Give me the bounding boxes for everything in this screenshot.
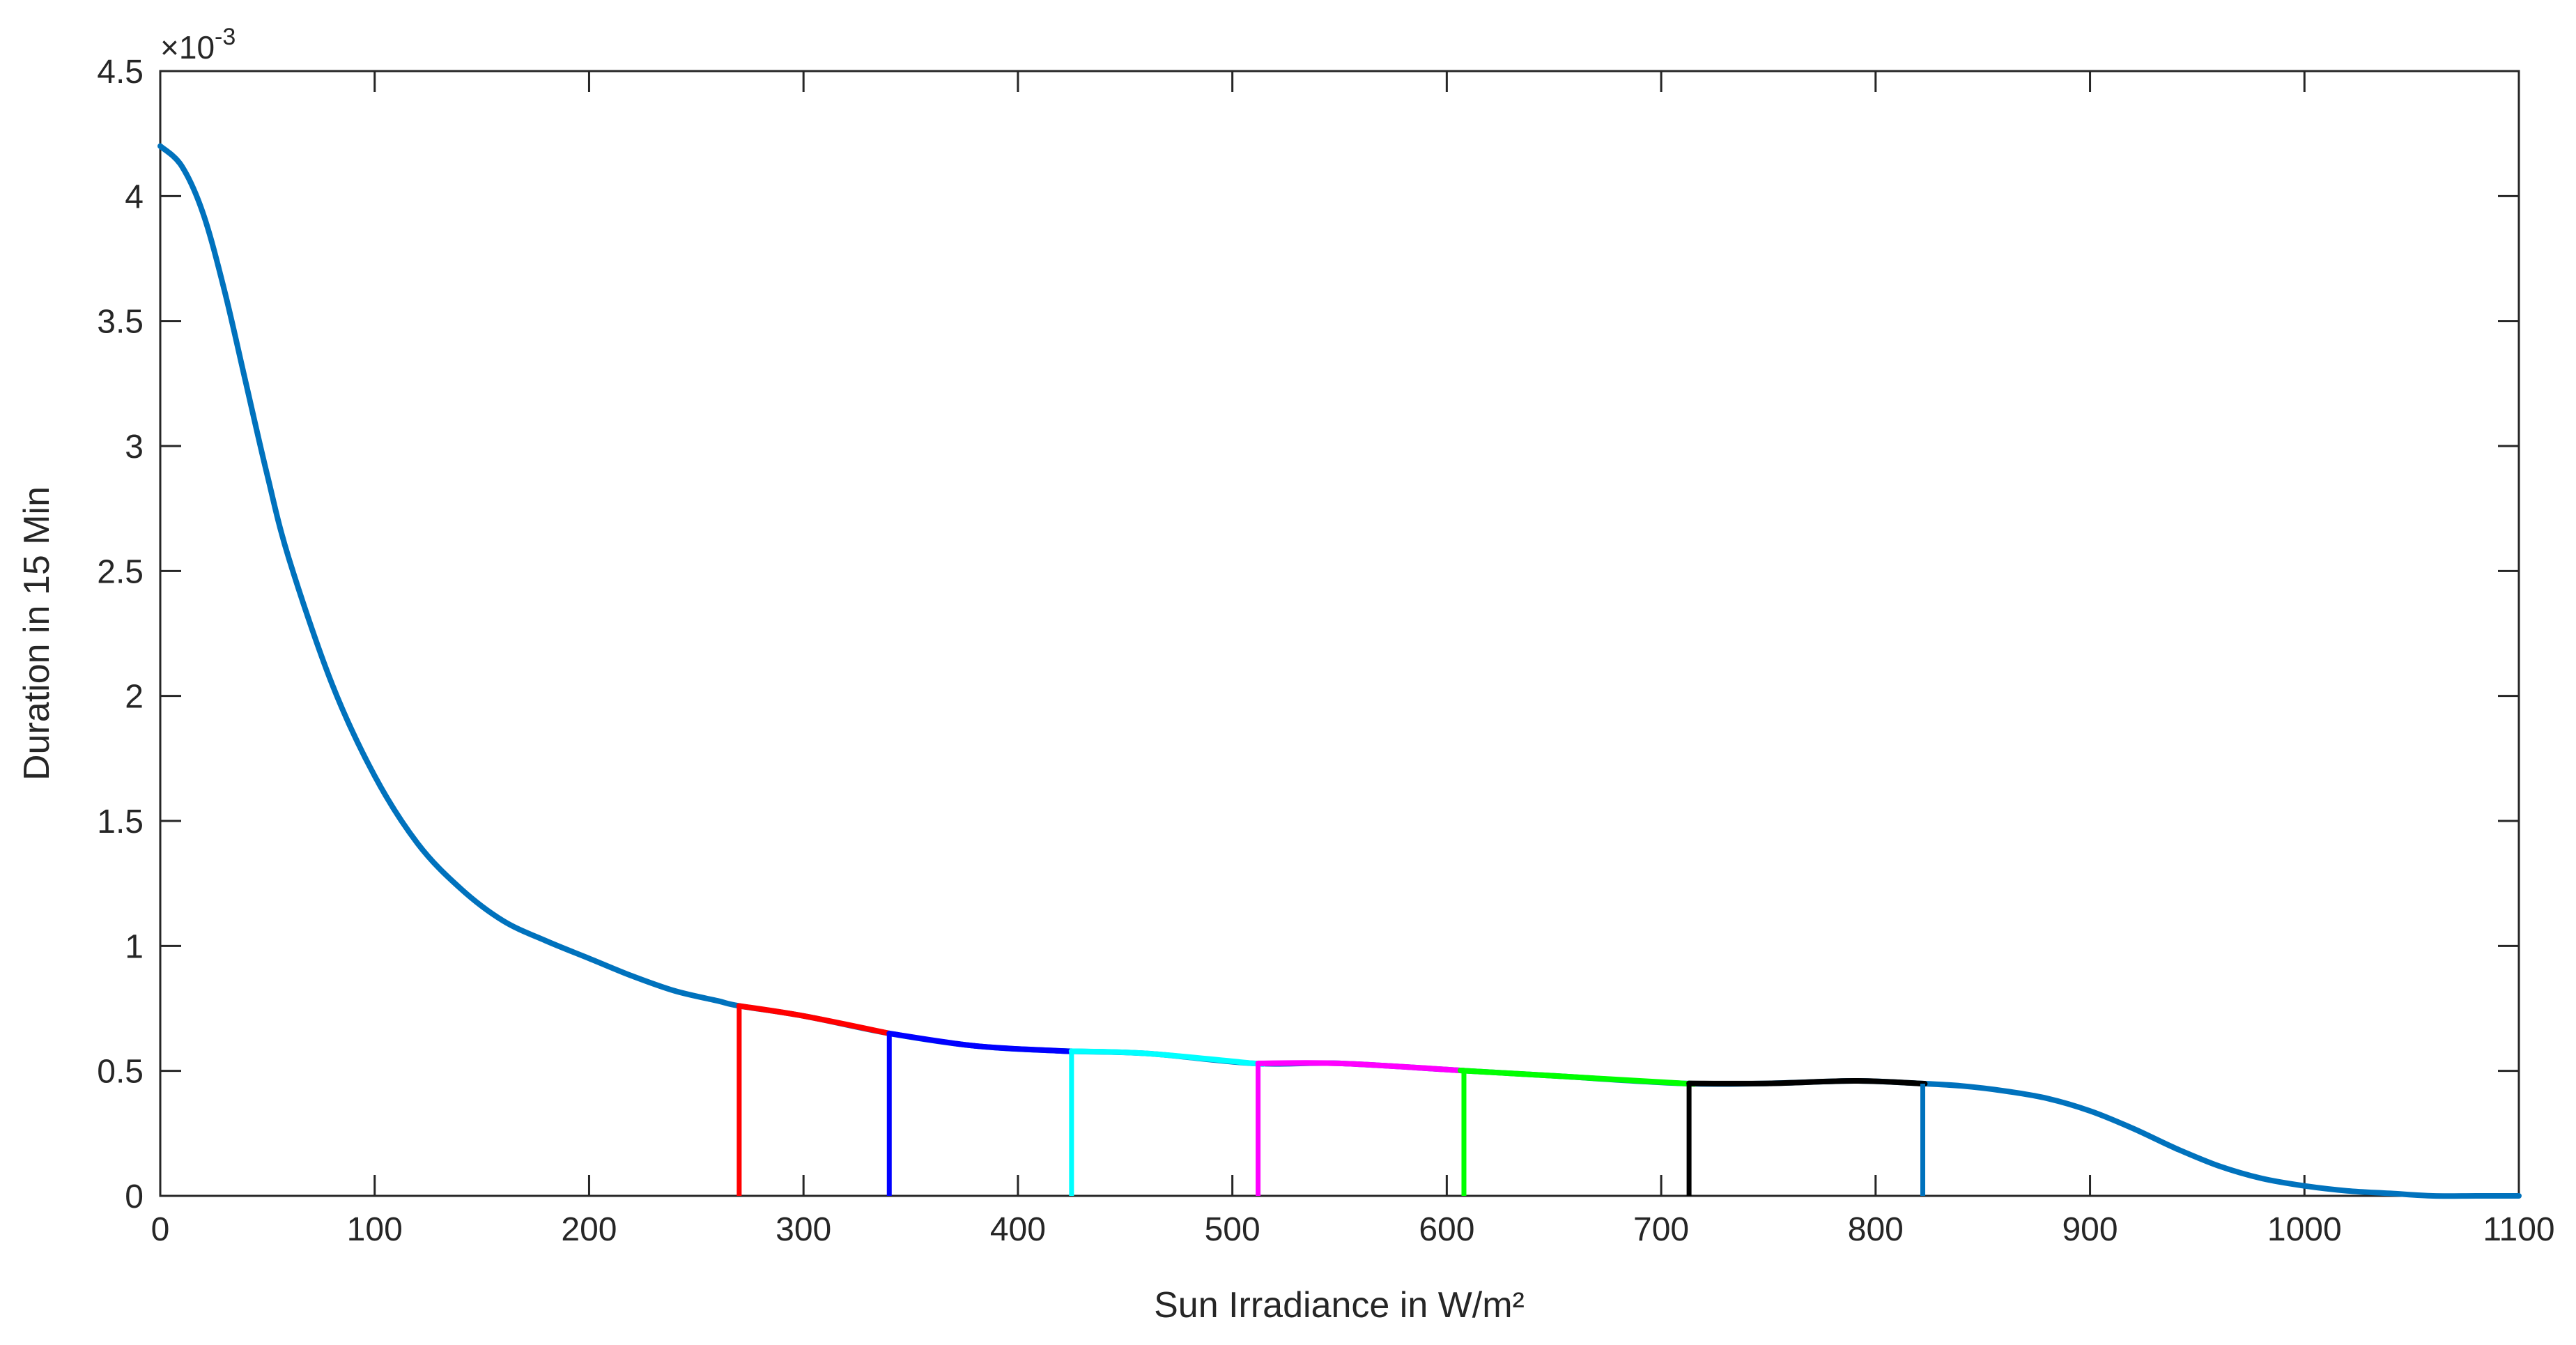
x-tick-label: 400 xyxy=(990,1211,1046,1248)
y-axis-label: Duration in 15 Min xyxy=(17,486,57,781)
y-exponent-power: -3 xyxy=(215,24,236,50)
y-tick-label: 3.5 xyxy=(97,304,144,341)
y-exponent-base: ×10 xyxy=(160,29,215,66)
plot-area-box xyxy=(159,70,2520,1197)
x-tick-label: 800 xyxy=(1848,1211,1904,1248)
x-tick-label: 1100 xyxy=(2483,1211,2554,1248)
x-axis-ticks: 0 100 200 300 400 500 600 700 800 900 1000 1100 xyxy=(151,71,2555,1248)
y-tick-label: 3 xyxy=(125,429,144,466)
y-tick-label: 4.5 xyxy=(97,54,144,91)
y-tick-label: 2 xyxy=(125,679,144,716)
x-tick-label: 1000 xyxy=(2267,1211,2342,1248)
y-exponent-label: ×10-3 xyxy=(160,24,236,66)
y-tick-label: 2.5 xyxy=(97,553,144,590)
y-tick-label: 4 xyxy=(125,178,144,215)
x-tick-label: 300 xyxy=(776,1211,831,1248)
x-tick-label: 100 xyxy=(347,1211,403,1248)
segment-curve xyxy=(736,1003,893,1036)
y-tick-label: 1.5 xyxy=(97,804,144,840)
highlighted-segments-layer xyxy=(736,1003,1928,1196)
segment-curve xyxy=(1255,1060,1467,1074)
x-tick-label: 500 xyxy=(1205,1211,1260,1248)
x-tick-label: 700 xyxy=(1633,1211,1689,1248)
x-tick-label: 900 xyxy=(2062,1211,2118,1248)
y-tick-label: 0 xyxy=(125,1178,144,1215)
segment-curve xyxy=(1686,1077,1928,1087)
x-tick-label: 0 xyxy=(151,1211,170,1248)
y-axis-ticks: 0 0.5 1 1.5 2 2.5 3 3.5 4 4.5 xyxy=(97,54,2519,1215)
x-tick-label: 600 xyxy=(1419,1211,1474,1248)
x-axis-label: Sun Irradiance in W/m² xyxy=(1154,1285,1525,1325)
y-tick-label: 1 xyxy=(125,928,144,965)
y-tick-label: 0.5 xyxy=(97,1054,144,1091)
x-tick-label: 200 xyxy=(561,1211,617,1248)
